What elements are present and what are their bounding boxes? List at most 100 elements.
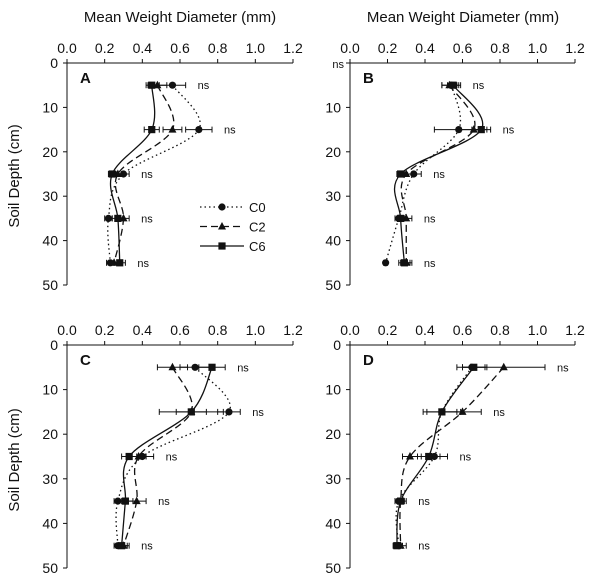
significance-label: ns	[141, 169, 153, 181]
series-c2	[109, 80, 183, 266]
significance-label: ns	[460, 452, 472, 464]
y-tick-label: 20	[325, 144, 341, 160]
legend-label: C6	[249, 239, 266, 254]
marker-c6	[477, 126, 485, 134]
x-tick-label: 0.4	[415, 322, 435, 338]
y-tick-label: 30	[325, 471, 341, 487]
x-tick-label: 1.2	[283, 40, 303, 56]
y-tick-label: 50	[325, 560, 341, 576]
y-tick-label: 40	[325, 233, 341, 249]
y-tick-label: 20	[325, 426, 341, 442]
significance-label: ns	[166, 452, 178, 464]
panel-d: 0.0 0.2 0.4 0.6 0.8 1.0 1.2 0 10 20 30 40 50 D ns ns ns n…	[325, 322, 585, 576]
marker-c6	[121, 497, 129, 505]
series-line	[122, 367, 193, 546]
x-tick-label: 0.0	[57, 40, 77, 56]
y-tick-label: 50	[42, 277, 58, 293]
marker-c6	[118, 542, 126, 550]
series-line	[107, 84, 201, 263]
marker-c6	[116, 259, 124, 267]
marker-c0	[168, 81, 177, 89]
y-tick-label: 30	[325, 188, 341, 204]
y-tick-label: 0	[50, 55, 58, 71]
y-tick-label: ns	[332, 59, 344, 71]
x-tick-label: 1.0	[246, 40, 266, 56]
marker-c2	[406, 452, 414, 460]
marker-c2	[168, 362, 177, 371]
marker-c6	[397, 170, 405, 178]
significance-label: ns	[141, 541, 153, 553]
x-tick-label: 0.2	[378, 40, 398, 56]
panel-letter: A	[80, 70, 91, 87]
y-tick-label: 30	[42, 471, 58, 487]
legend: C0 C2 C6	[200, 200, 266, 254]
y-tick-label: 30	[42, 188, 58, 204]
x-tick-label: 0.6	[453, 322, 473, 338]
y-tick-label: 40	[42, 233, 58, 249]
marker-c0	[225, 408, 233, 416]
marker-c2	[469, 125, 478, 133]
marker-c0	[195, 126, 203, 134]
legend-label: C0	[249, 200, 266, 215]
panel-letter: C	[80, 352, 91, 369]
x-tick-label: 0.8	[208, 322, 228, 338]
x-tick-label: 0.8	[490, 40, 510, 56]
significance-label: ns	[224, 125, 236, 137]
y-tick-label: 0	[333, 337, 341, 353]
x-tick-label: 0.4	[133, 40, 153, 56]
y-axis-title-bottom: Soil Depth (cm)	[6, 408, 23, 511]
x-tick-label: 0.6	[170, 322, 190, 338]
marker-c2	[132, 496, 141, 505]
marker-c2	[168, 125, 177, 133]
marker-c6	[208, 363, 216, 371]
x-tick-label: 0.2	[95, 40, 115, 56]
y-tick-label: 10	[42, 99, 58, 115]
marker-c6	[397, 497, 405, 505]
legend-item-c0: C0	[200, 200, 266, 215]
marker-c6	[148, 81, 156, 89]
y-tick-label: 10	[42, 382, 58, 398]
panel-a: 0.0 0.2 0.4 0.6 0.8 1.0 1.2 0 10 20 30 40 50 A ns ns ns n…	[42, 40, 303, 293]
y-tick-label: 40	[325, 515, 341, 531]
y-tick-label: 20	[42, 144, 58, 160]
x-tick-label: 1.2	[565, 40, 585, 56]
marker-c2	[218, 222, 226, 230]
marker-c0	[191, 363, 199, 371]
marker-c0	[218, 203, 226, 211]
x-tick-label: 0.6	[170, 40, 190, 56]
marker-c6	[449, 81, 457, 89]
marker-c6	[108, 170, 116, 178]
significance-label: ns	[137, 258, 149, 270]
significance-label: ns	[418, 541, 430, 553]
panel-letter: B	[363, 70, 374, 87]
x-axis-title-left: Mean Weight Diameter (mm)	[84, 9, 276, 26]
y-tick-label: 10	[325, 382, 341, 398]
x-tick-label: 1.2	[283, 322, 303, 338]
marker-c6	[470, 363, 478, 371]
significance-label: ns	[252, 407, 264, 419]
y-tick-label: 20	[42, 426, 58, 442]
marker-c2	[499, 362, 508, 371]
x-tick-label: 1.2	[565, 322, 585, 338]
significance-label: ns	[424, 213, 436, 225]
y-tick-label: 10	[325, 99, 341, 115]
x-tick-label: 0.6	[453, 40, 473, 56]
y-tick-label: 40	[42, 515, 58, 531]
series-line	[385, 85, 462, 263]
significance-label: ns	[198, 80, 210, 92]
x-tick-label: 1.0	[528, 40, 548, 56]
panels: 0.0 0.2 0.4 0.6 0.8 1.0 1.2 0 10 20 30 40 50 A ns ns ns n…	[42, 40, 585, 576]
marker-c6	[114, 214, 122, 222]
significance-label: ns	[418, 496, 430, 508]
y-tick-label: 0	[50, 337, 58, 353]
y-axis-title-top: Soil Depth (cm)	[6, 124, 23, 227]
legend-item-c6: C6	[200, 239, 266, 254]
x-tick-label: 0.4	[133, 322, 153, 338]
series-line	[399, 366, 505, 546]
x-tick-label: 0.8	[490, 322, 510, 338]
marker-c6	[187, 408, 195, 416]
series-line	[113, 84, 175, 263]
marker-c6	[218, 242, 226, 250]
legend-item-c2: C2	[200, 220, 266, 235]
